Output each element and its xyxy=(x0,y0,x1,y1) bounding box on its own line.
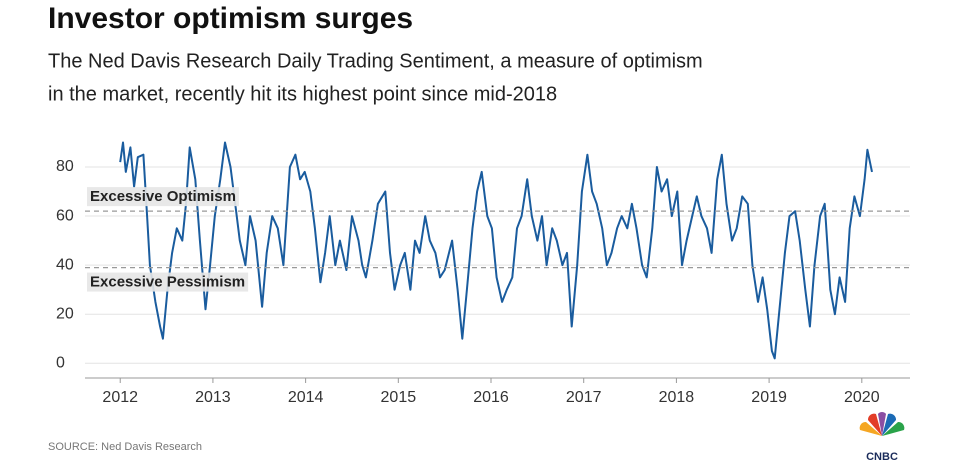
chart-subtitle: in the market, recently hit its highest … xyxy=(48,83,557,105)
x-tick-label: 2017 xyxy=(566,389,602,406)
x-tick-label: 2018 xyxy=(659,389,695,406)
logo: CNBC xyxy=(859,412,905,463)
x-tick-label: 2014 xyxy=(288,389,324,406)
annotation-bg xyxy=(87,272,249,292)
annotation-bg xyxy=(87,187,239,207)
chart-subtitle: The Ned Davis Research Daily Trading Sen… xyxy=(48,50,703,72)
x-tick-label: 2012 xyxy=(102,389,138,406)
chart-title: Investor optimism surges xyxy=(48,2,413,35)
source-note: SOURCE: Ned Davis Research xyxy=(48,441,202,453)
y-tick-label: 60 xyxy=(56,207,74,224)
y-tick-label: 0 xyxy=(56,354,65,371)
annotation: Excessive Pessimism xyxy=(87,272,249,292)
x-tick-label: 2020 xyxy=(844,389,880,406)
x-tick-label: 2016 xyxy=(473,389,509,406)
x-tick-label: 2015 xyxy=(381,389,417,406)
y-tick-label: 40 xyxy=(56,256,74,273)
x-tick-label: 2013 xyxy=(195,389,231,406)
y-tick-label: 20 xyxy=(56,305,74,322)
logo-peacock xyxy=(859,412,905,436)
logo-text: CNBC xyxy=(866,451,898,463)
annotation-label: Excessive Pessimism xyxy=(90,274,245,291)
y-tick-label: 80 xyxy=(56,158,74,175)
annotation-label: Excessive Optimism xyxy=(90,188,236,205)
annotation: Excessive Optimism xyxy=(87,187,239,207)
x-tick-label: 2019 xyxy=(751,389,787,406)
data-line xyxy=(119,141,873,360)
